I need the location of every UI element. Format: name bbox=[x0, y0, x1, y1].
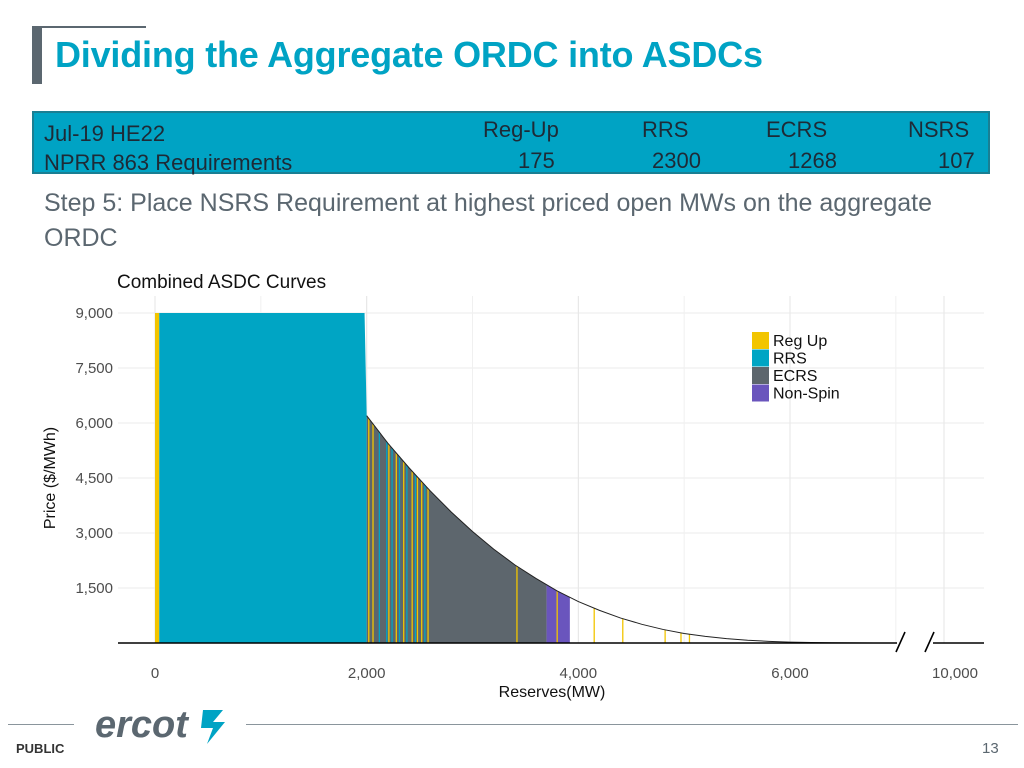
legend-label-rrs: RRS bbox=[773, 351, 807, 368]
ercot-bolt-icon bbox=[201, 710, 225, 744]
req-value-ecrs: 1268 bbox=[788, 148, 837, 173]
x-tick-label: 10,000 bbox=[932, 665, 978, 682]
x-axis-title: Reserves(MW) bbox=[499, 684, 606, 701]
requirements-row-label: NPRR 863 Requirements bbox=[44, 150, 293, 175]
x-tick-label: 2,000 bbox=[348, 665, 386, 682]
y-tick-label: 7,500 bbox=[75, 360, 113, 377]
legend-swatch-ecrs bbox=[752, 367, 769, 384]
y-axis-title: Price ($/MWh) bbox=[42, 427, 59, 529]
footer-divider-left bbox=[8, 724, 74, 725]
y-tick-label: 3,000 bbox=[75, 525, 113, 542]
legend-label-reg-up: Reg Up bbox=[773, 333, 827, 350]
chart-title: Combined ASDC Curves bbox=[117, 272, 327, 293]
legend-label-ecrs: ECRS bbox=[773, 368, 817, 385]
y-tick-label: 1,500 bbox=[75, 580, 113, 597]
title-accent-line bbox=[42, 26, 146, 28]
legend-swatch-reg-up bbox=[752, 332, 769, 349]
classification-label: PUBLIC bbox=[16, 741, 65, 756]
legend-swatch-rrs bbox=[752, 349, 769, 367]
step-description: Step 5: Place NSRS Requirement at highes… bbox=[44, 189, 933, 252]
segment-non-spin bbox=[546, 584, 570, 643]
page-number: 13 bbox=[982, 740, 999, 757]
x-tick-label: 4,000 bbox=[560, 665, 598, 682]
req-value-rrs: 2300 bbox=[652, 148, 701, 173]
req-header-rrs: RRS bbox=[642, 117, 689, 142]
y-tick-label: 4,500 bbox=[75, 470, 113, 487]
req-header-nsrs: NSRS bbox=[908, 117, 970, 142]
y-tick-label: 6,000 bbox=[75, 415, 113, 432]
req-value-reg-up: 175 bbox=[518, 148, 555, 173]
legend-label-non-spin: Non-Spin bbox=[773, 386, 840, 403]
axis-break-mark bbox=[924, 631, 935, 653]
requirements-box: Jul-19 HE22 NPRR 863 Requirements Reg-Up… bbox=[32, 111, 990, 175]
req-header-reg-up: Reg-Up bbox=[483, 117, 559, 142]
segment-reg-up bbox=[155, 313, 160, 643]
y-tick-label: 9,000 bbox=[75, 305, 113, 322]
ercot-logo-text: ercot bbox=[95, 704, 189, 746]
legend-swatch-non-spin bbox=[752, 384, 769, 402]
req-header-ecrs: ECRS bbox=[766, 117, 828, 142]
page-title: Dividing the Aggregate ORDC into ASDCs bbox=[55, 34, 763, 75]
req-value-nsrs: 107 bbox=[938, 148, 975, 173]
title-accent-bar bbox=[32, 26, 42, 84]
x-tick-label: 0 bbox=[151, 665, 159, 682]
ercot-logo: ercot bbox=[95, 704, 225, 746]
axis-break-mark bbox=[895, 631, 906, 653]
footer-divider-right bbox=[246, 724, 1018, 725]
x-tick-label: 6,000 bbox=[771, 665, 809, 682]
segment-rrs bbox=[159, 313, 367, 643]
requirements-period: Jul-19 HE22 bbox=[44, 121, 166, 146]
